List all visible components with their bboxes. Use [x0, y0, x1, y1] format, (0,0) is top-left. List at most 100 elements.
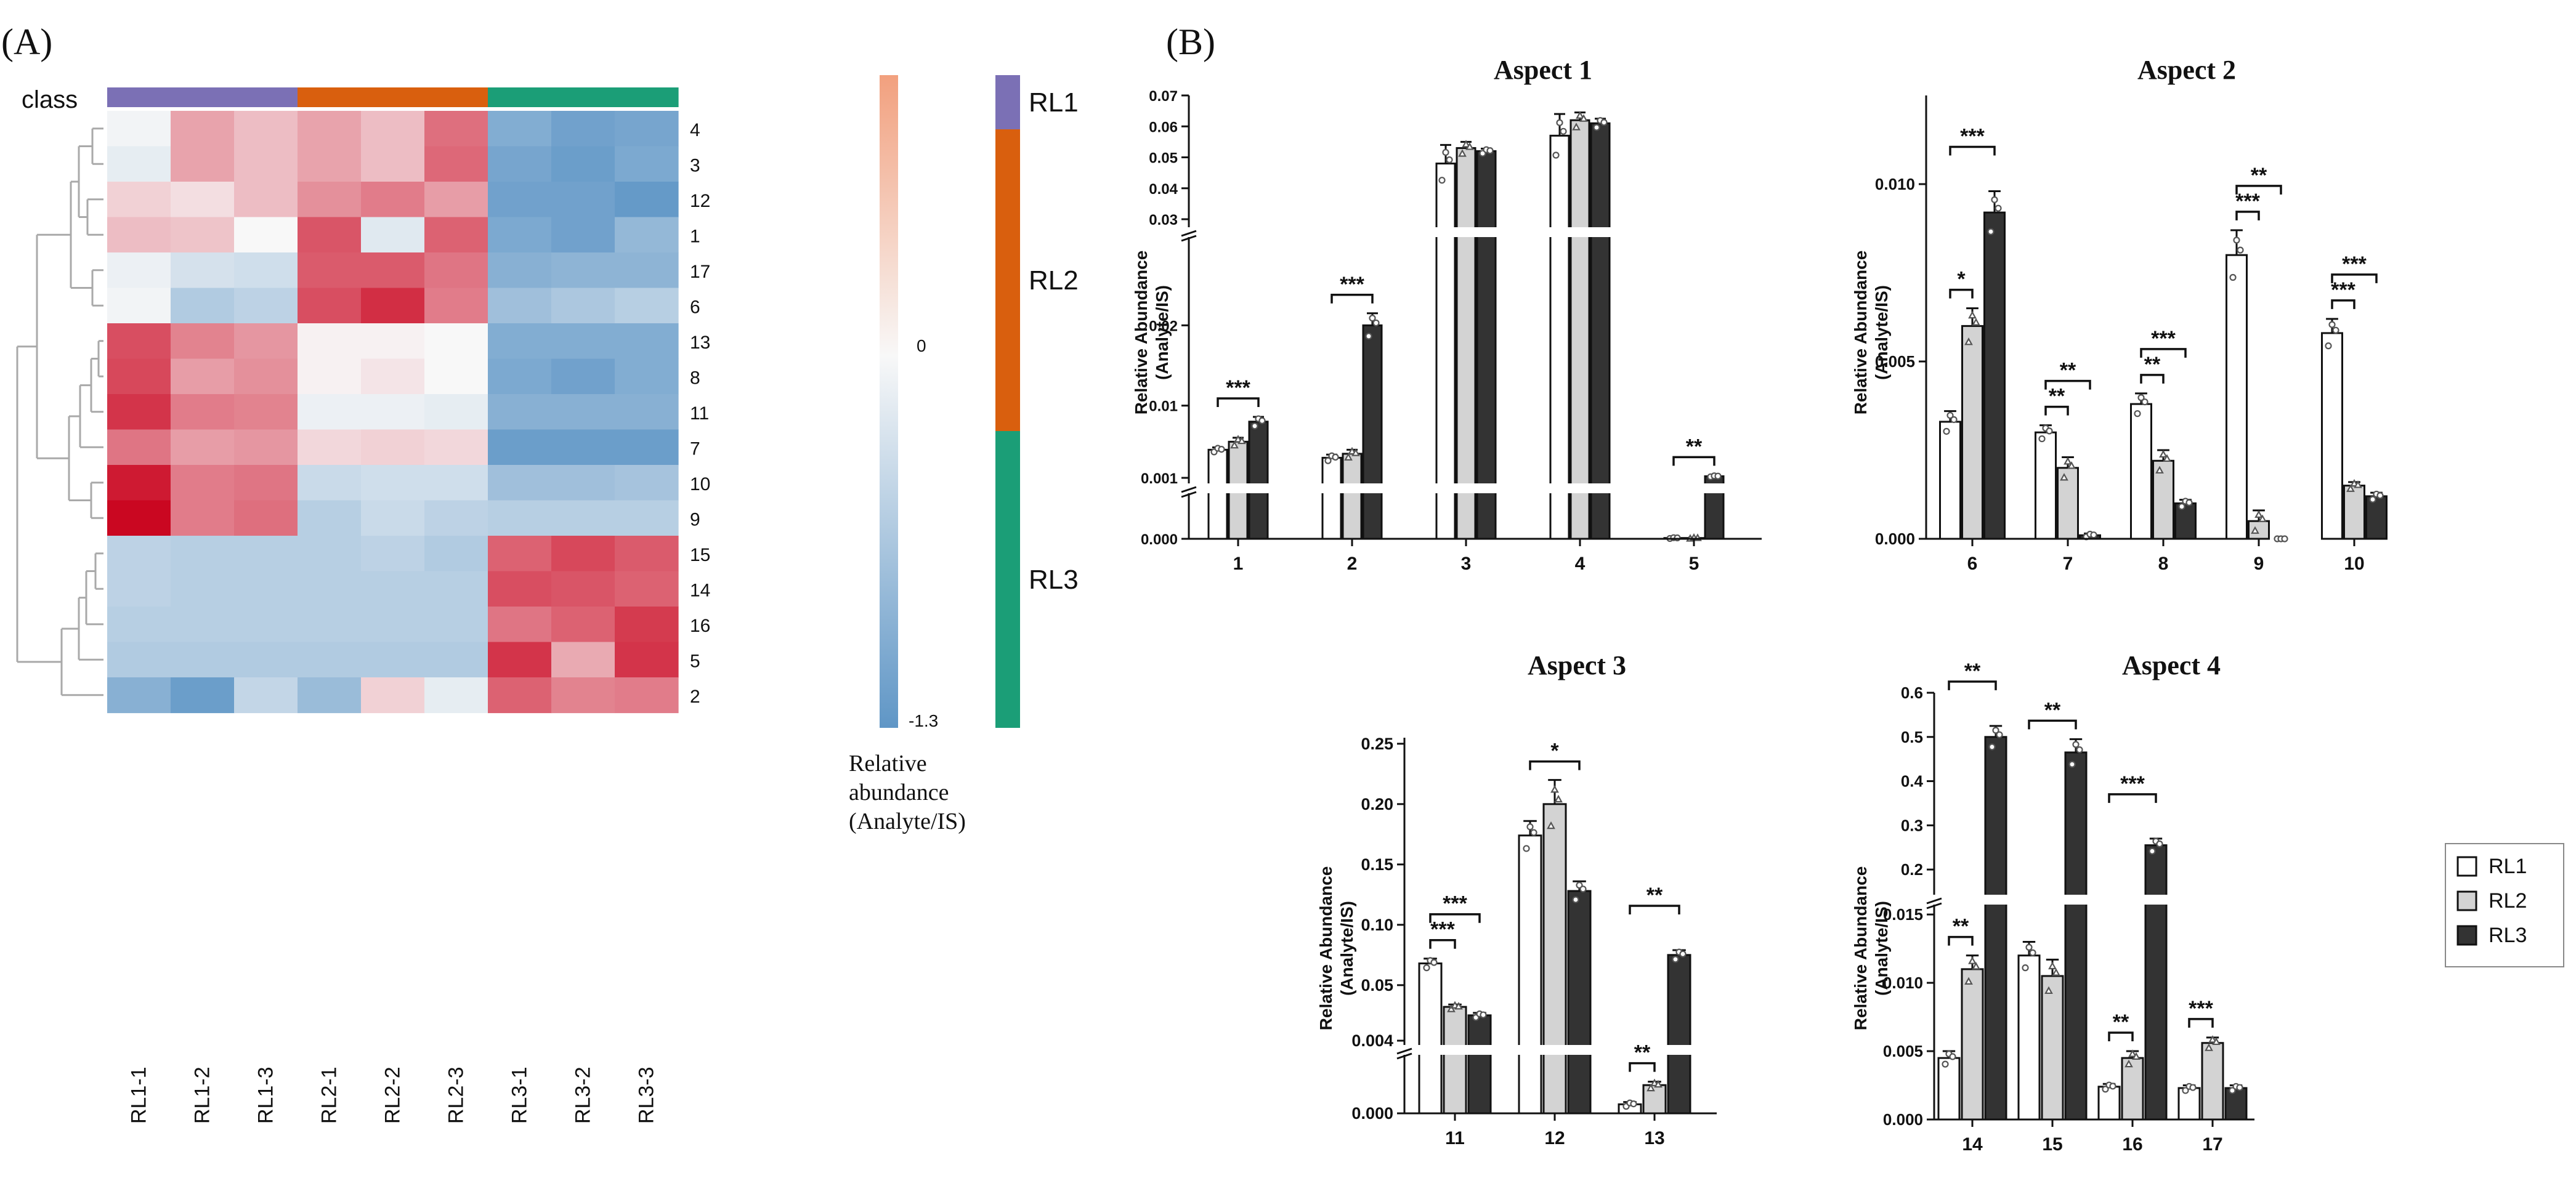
data-point — [2155, 466, 2164, 474]
data-point — [1454, 1002, 1463, 1010]
bar — [1207, 448, 1228, 540]
heatmap-cell — [171, 146, 235, 182]
bar — [1435, 163, 1456, 540]
data-point — [2128, 1049, 2137, 1057]
legend-swatch — [2457, 925, 2477, 946]
heatmap-cell — [488, 288, 552, 324]
heatmap-col-label: RL1-1 — [128, 1067, 151, 1124]
y-tick-label: 0.001 — [1141, 470, 1178, 487]
data-point — [1523, 845, 1530, 852]
data-point — [2137, 394, 2145, 401]
data-point — [1949, 1053, 1956, 1060]
significance-bracket — [2140, 374, 2165, 384]
heatmap-cell — [361, 217, 425, 253]
heatmap-cell — [107, 465, 171, 501]
y-tick-label: 0.5 — [1901, 728, 1923, 746]
data-point — [1447, 1004, 1456, 1012]
data-point — [1365, 333, 1372, 340]
significance-label: * — [1957, 268, 1966, 291]
significance-label: ** — [1686, 435, 1703, 458]
heatmap-cell — [361, 536, 425, 572]
data-point — [2060, 473, 2068, 481]
data-point — [2141, 398, 2149, 406]
chart-title: Aspect 1 — [1494, 55, 1592, 85]
bar — [1456, 147, 1476, 540]
data-point — [1258, 417, 1266, 424]
chart-aspect-3: Aspect 3 Relative Abundance (Analyte/IS) 11… — [1316, 650, 1720, 1148]
class-bar-cell — [107, 87, 171, 107]
y-axis-label: Relative Abundance — [1316, 866, 1335, 1031]
data-point — [2281, 535, 2288, 543]
heatmap-cell — [488, 571, 552, 607]
significance-label: ** — [1646, 884, 1663, 907]
bar — [1961, 325, 1983, 540]
significance-bracket — [2235, 211, 2260, 220]
data-point — [1972, 318, 1980, 326]
heatmap-cell — [488, 182, 552, 218]
bar — [1549, 134, 1570, 540]
heatmap-cell — [234, 500, 298, 536]
heatmap-cell — [361, 465, 425, 501]
y-tick-label: 0.010 — [1875, 175, 1915, 193]
heatmap-cell — [615, 252, 679, 289]
data-point — [2159, 450, 2168, 458]
bar — [1984, 736, 2007, 1121]
data-point — [1552, 151, 1560, 159]
y-tick-label: 0.015 — [1883, 905, 1923, 924]
heatmap-cell — [361, 323, 425, 360]
data-point — [1251, 422, 1258, 430]
axis-break-mark — [1181, 491, 1197, 498]
heatmap-cell — [615, 217, 679, 253]
heatmap-cell — [107, 146, 171, 182]
data-point — [2038, 435, 2046, 443]
significance-bracket — [1949, 145, 1996, 156]
data-point — [2025, 943, 2033, 951]
data-point — [1630, 1100, 1637, 1108]
y-tick-label: 0.000 — [1875, 530, 1915, 548]
data-point — [1218, 445, 1225, 453]
data-point — [2354, 480, 2362, 488]
y-tick-label: 0.04 — [1149, 181, 1178, 198]
heatmap-cell — [361, 182, 425, 218]
heatmap-cell — [488, 500, 552, 536]
heatmap-cell — [551, 465, 615, 501]
heatmap-cell — [488, 217, 552, 253]
heatmap-cell — [615, 111, 679, 147]
heatmap-cell — [107, 358, 171, 395]
heatmap-cell — [298, 465, 362, 501]
bar — [1418, 962, 1443, 1115]
y-tick-label: 0.06 — [1149, 119, 1178, 135]
data-point — [1996, 731, 2003, 738]
bar — [1590, 122, 1611, 540]
x-tick-label: 4 — [1575, 554, 1586, 574]
heatmap-cell — [488, 607, 552, 643]
heatmap-cell — [171, 642, 235, 678]
data-point — [1372, 319, 1380, 327]
data-point — [2205, 1043, 2213, 1051]
y-tick-label: 0.15 — [1361, 855, 1393, 874]
significance-label: *** — [1340, 273, 1364, 296]
heatmap-cell — [298, 500, 362, 536]
x-tick-label: 12 — [1544, 1128, 1565, 1148]
bar — [1937, 1057, 1961, 1121]
panel-b-label: (B) — [1166, 22, 1215, 62]
class-legend-bar — [995, 431, 1020, 728]
heatmap-cell — [171, 607, 235, 643]
heatmap-cell — [424, 358, 488, 395]
heatmap-row-label: 4 — [690, 120, 700, 140]
data-point — [1547, 821, 1555, 829]
significance-label: *** — [1443, 892, 1467, 916]
data-point — [2258, 514, 2267, 522]
x-tick-label: 13 — [1644, 1128, 1664, 1148]
significance-bracket — [2044, 405, 2069, 416]
data-point — [1995, 204, 2002, 212]
data-point — [2212, 1037, 2221, 1046]
heatmap-cell — [107, 571, 171, 607]
heatmap-cell — [488, 111, 552, 147]
x-tick-label: 14 — [1962, 1134, 1983, 1155]
heatmap-cell — [298, 607, 362, 643]
data-point — [2132, 1052, 2141, 1060]
heatmap-cell — [615, 571, 679, 607]
data-point — [1430, 959, 1438, 966]
heatmap-cell — [615, 677, 679, 714]
